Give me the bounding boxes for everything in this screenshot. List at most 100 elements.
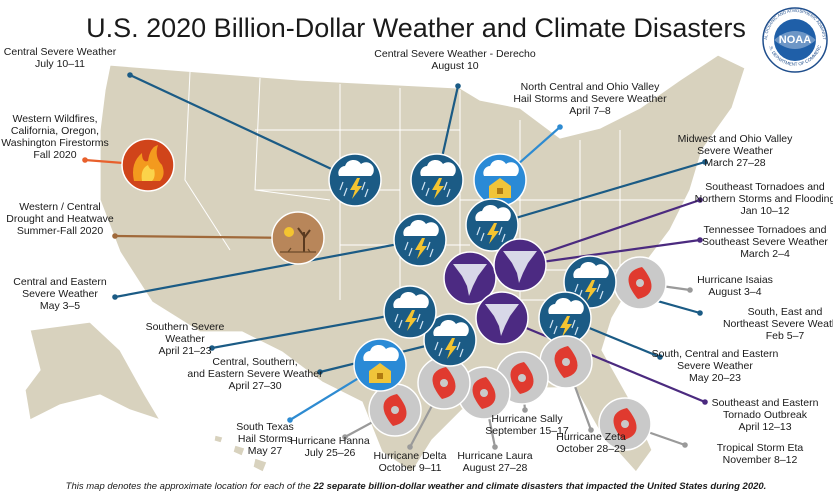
cloud <box>393 291 429 308</box>
event-icon <box>271 211 325 265</box>
event-label: South Texas Hail Storms May 27 <box>236 421 294 457</box>
bolt <box>445 338 457 359</box>
leader-line <box>114 234 299 240</box>
event-name-line: Western Wildfires, <box>13 113 98 125</box>
leader-dot <box>127 72 133 78</box>
eye <box>440 379 448 387</box>
event-label: Southeast Tornadoes and Northern Storms a… <box>695 181 833 217</box>
eye <box>636 279 644 287</box>
cloud <box>475 204 511 221</box>
event-name-line: Weather <box>165 333 205 345</box>
event-icon <box>473 153 527 207</box>
event-icon <box>475 291 529 345</box>
event-date: November 8–12 <box>723 454 798 466</box>
event-date: August 10 <box>431 60 478 72</box>
event-name-line: Central Severe Weather - Derecho <box>374 48 536 60</box>
leader-dot <box>287 417 293 423</box>
leader-dot <box>697 310 703 316</box>
event-date: Feb 5–7 <box>766 330 805 342</box>
cloud <box>363 344 399 361</box>
footnote-emphasis: 22 separate billion-dollar weather and c… <box>312 481 766 492</box>
title: U.S. 2020 Billion-Dollar Weather and Cli… <box>86 13 746 43</box>
rain <box>574 283 604 300</box>
leader-line <box>501 316 706 404</box>
cloud <box>338 159 374 176</box>
event-date: September 15–17 <box>485 425 569 437</box>
event-icon <box>495 351 549 405</box>
event-label: Central and Eastern Severe Weather May 3–5 <box>13 276 107 312</box>
eye <box>480 389 488 397</box>
event-icon <box>368 383 422 437</box>
cracked-ground <box>280 247 316 253</box>
event-date: March 2–4 <box>740 248 790 260</box>
cloud <box>548 297 584 314</box>
event-icon <box>383 285 437 339</box>
leader-line <box>211 310 411 350</box>
bolt <box>415 238 427 259</box>
event-name-line: South, Central and Eastern <box>652 348 779 360</box>
event-name-line: South, East and <box>748 306 823 318</box>
event-name-line: Central Severe Weather <box>4 46 117 58</box>
event-name-line: Midwest and Ohio Valley <box>678 133 794 145</box>
event-name-line: Tropical Storm Eta <box>717 442 804 454</box>
rain <box>404 241 434 258</box>
eye <box>562 358 570 366</box>
event-name-line: Hail Storms and Severe Weather <box>513 93 667 105</box>
event-name-line: Southeast Severe Weather <box>702 236 828 248</box>
event-date: April 21–23 <box>158 345 211 357</box>
event-icon <box>598 397 652 451</box>
event-icon <box>410 153 464 207</box>
event-name-line: Hurricane Zeta <box>556 431 626 443</box>
rain <box>339 181 369 198</box>
event-name-line: Southern Severe <box>146 321 225 333</box>
event-name-line: Severe Weather <box>22 288 98 300</box>
leader-line <box>129 74 356 181</box>
event-icon <box>613 256 667 310</box>
event-icon <box>121 138 175 192</box>
event-icon <box>353 338 407 392</box>
leader-dot <box>557 124 563 130</box>
logo-name: NOAA <box>779 34 811 46</box>
event-name-line: Southeast Tornadoes and <box>705 181 825 193</box>
rain <box>434 341 464 358</box>
leader-dot <box>342 434 348 440</box>
labels: Central Severe Weather July 10–11Central … <box>1 46 833 474</box>
event-icon <box>457 366 511 420</box>
event-name-line: Central and Eastern <box>13 276 107 288</box>
event-label: Western Wildfires, California, Oregon, Was… <box>1 113 109 161</box>
leader-dot <box>522 407 528 413</box>
rain <box>476 226 506 243</box>
event-icon <box>417 356 471 410</box>
leader-dot <box>697 237 703 243</box>
icons <box>121 138 667 451</box>
bolt <box>405 310 417 331</box>
event-name-line: Western / Central <box>19 201 101 213</box>
funnel <box>485 304 519 336</box>
event-name-line: Hail Storms <box>238 433 292 445</box>
bolt <box>432 178 444 199</box>
event-name-line: Severe Weather <box>677 360 753 372</box>
cloud <box>420 159 456 176</box>
bolt <box>560 316 572 337</box>
event-icon <box>465 198 519 252</box>
event-label: Hurricane Isaias August 3–4 <box>697 274 773 298</box>
event-name-line: Hurricane Sally <box>491 413 563 425</box>
sun <box>284 227 294 237</box>
event-icon <box>538 291 592 345</box>
event-date: April 12–13 <box>738 421 791 433</box>
footnote-text: This map denotes the approximate locatio… <box>66 481 314 492</box>
hawaii <box>213 434 268 473</box>
event-date: Jan 10–12 <box>740 205 789 217</box>
leader-dot <box>112 233 118 239</box>
event-date: Fall 2020 <box>33 149 76 161</box>
inner-flame <box>141 165 155 181</box>
leader-dot <box>702 159 708 165</box>
leader-dot <box>697 197 703 203</box>
event-label: Central, Southern, and Eastern Severe Wea… <box>187 356 323 392</box>
event-label: Western / Central Drought and Heatwave Sum… <box>6 201 114 237</box>
event-date: October 9–11 <box>379 462 442 474</box>
rain <box>421 181 451 198</box>
event-date: August 3–4 <box>708 286 761 298</box>
event-label: Hurricane Zeta October 28–29 <box>556 431 626 455</box>
event-label: Tropical Storm Eta November 8–12 <box>717 442 804 466</box>
